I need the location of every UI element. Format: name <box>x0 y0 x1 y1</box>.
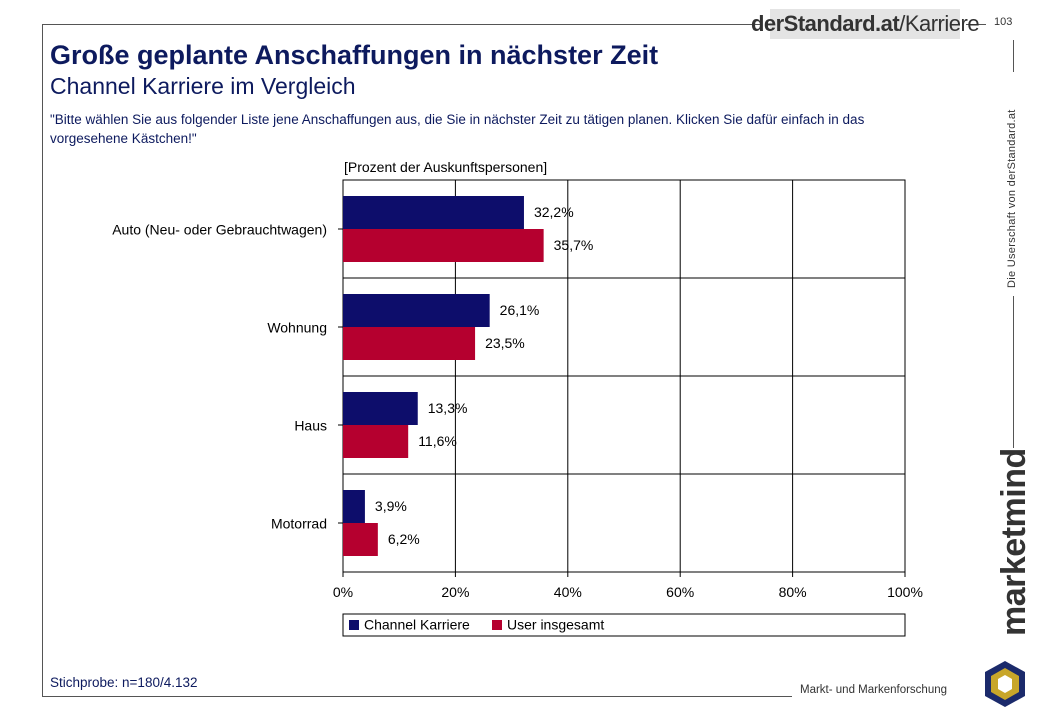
legend-swatch <box>349 620 359 630</box>
logo-light-text: /Karriere <box>899 11 980 36</box>
bar-channel-karriere <box>343 294 490 327</box>
x-tick-label: 40% <box>554 584 582 600</box>
x-tick-label: 0% <box>333 584 353 600</box>
category-label: Auto (Neu- oder Gebrauchtwagen) <box>112 222 327 238</box>
bar-channel-karriere <box>343 490 365 523</box>
data-label: 23,5% <box>485 335 525 351</box>
page-number: 103 <box>994 16 1013 28</box>
legend-swatch <box>492 620 502 630</box>
x-tick-label: 100% <box>887 584 923 600</box>
data-label: 35,7% <box>554 237 594 253</box>
side-rule-top <box>1013 40 1014 72</box>
tagline: Markt- und Markenforschung <box>800 684 948 696</box>
category-label: Wohnung <box>267 320 327 336</box>
bar-user-insgesamt <box>343 229 544 262</box>
top-rule-right <box>966 24 986 25</box>
legend-box <box>342 613 906 637</box>
x-tick-label: 20% <box>441 584 469 600</box>
data-label: 13,3% <box>428 400 468 416</box>
x-tick-label: 80% <box>779 584 807 600</box>
page-subtitle: Channel Karriere im Vergleich <box>50 73 356 99</box>
data-label: 32,2% <box>534 204 574 220</box>
data-label: 3,9% <box>375 498 407 514</box>
x-tick-label: 60% <box>666 584 694 600</box>
legend-label: Channel Karriere <box>364 617 470 633</box>
bar-user-insgesamt <box>343 523 378 556</box>
category-label: Haus <box>294 418 327 434</box>
side-rule-mid <box>1013 296 1014 448</box>
bar-channel-karriere <box>343 392 418 425</box>
bar-user-insgesamt <box>343 425 409 458</box>
legend-label: User insgesamt <box>507 617 604 633</box>
left-rule <box>42 24 43 696</box>
data-label: 11,6% <box>418 433 457 449</box>
data-label: 26,1% <box>500 302 540 318</box>
derstandard-logo: derStandard.at/Karriere <box>751 9 980 39</box>
chart-unit-label: [Prozent der Auskunftspersonen] <box>344 159 547 175</box>
sample-size: Stichprobe: n=180/4.132 <box>50 675 198 690</box>
page-title: Große geplante Anschaffungen in nächster… <box>50 40 659 70</box>
logo-bold-text: derStandard.at <box>750 11 900 36</box>
survey-question: "Bitte wählen Sie aus folgender Liste je… <box>50 112 865 146</box>
category-label: Motorrad <box>271 516 327 532</box>
marketmind-cube-icon <box>985 661 1025 707</box>
bar-user-insgesamt <box>343 327 476 360</box>
top-rule-left <box>42 24 760 25</box>
data-label: 6,2% <box>388 531 420 547</box>
bar-channel-karriere <box>343 196 524 229</box>
bottom-rule <box>42 696 792 697</box>
